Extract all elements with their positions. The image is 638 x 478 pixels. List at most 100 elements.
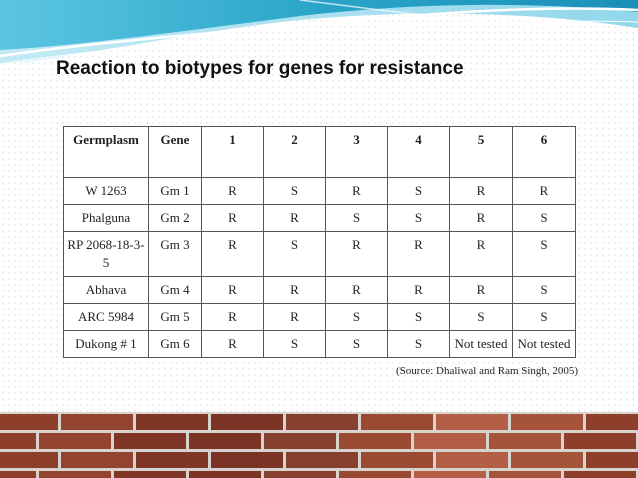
table-header-row: Germplasm Gene 1 2 3 4 5 6 [63, 126, 576, 178]
table-cell: S [512, 204, 576, 232]
brick [189, 433, 261, 449]
table-cell: R [263, 276, 326, 304]
table-row: Phalguna Gm 2 R R S S R S [63, 204, 576, 232]
brick [586, 452, 638, 468]
table-cell: Gm 2 [148, 204, 202, 232]
table-cell: R [201, 276, 264, 304]
brick [211, 414, 283, 430]
brick [0, 414, 58, 430]
table-cell: R [449, 177, 513, 205]
source-text: : Dhaliwal and Ram Singh, 2005) [430, 365, 579, 377]
brick [414, 433, 486, 449]
brick [436, 414, 508, 430]
brick [564, 433, 636, 449]
table-cell: S [263, 231, 326, 277]
brick [61, 414, 133, 430]
table-cell: Not tested [512, 330, 576, 358]
brick-wall-footer [0, 412, 638, 478]
table-cell: R [263, 204, 326, 232]
brick [286, 414, 358, 430]
table-cell: S [512, 276, 576, 304]
table-cell: RP 2068-18-3-5 [63, 231, 149, 277]
header-cell: 5 [449, 126, 513, 178]
table-cell: R [449, 276, 513, 304]
brick [0, 471, 36, 478]
table-cell: Gm 4 [148, 276, 202, 304]
table-cell: S [387, 330, 450, 358]
table-cell: Gm 1 [148, 177, 202, 205]
biotype-table: Germplasm Gene 1 2 3 4 5 6 W 1263 Gm 1 R… [63, 126, 576, 358]
table-cell: Not tested [449, 330, 513, 358]
brick [136, 452, 208, 468]
table-cell: Abhava [63, 276, 149, 304]
brick [39, 471, 111, 478]
table-cell: R [201, 231, 264, 277]
header-cell: 6 [512, 126, 576, 178]
table-cell: Phalguna [63, 204, 149, 232]
brick [339, 471, 411, 478]
brick [0, 452, 58, 468]
table-row: Dukong # 1 Gm 6 R S S S Not tested Not t… [63, 330, 576, 358]
brick [264, 471, 336, 478]
table-cell: ARC 5984 [63, 303, 149, 331]
brick [211, 452, 283, 468]
table-cell: R [387, 231, 450, 277]
table-cell: R [449, 204, 513, 232]
table-cell: S [387, 303, 450, 331]
table-cell: R [325, 276, 388, 304]
table-row: ARC 5984 Gm 5 R R S S S S [63, 303, 576, 331]
brick [114, 433, 186, 449]
source-citation: (Source: Dhaliwal and Ram Singh, 2005) [396, 365, 579, 377]
table-cell: R [201, 177, 264, 205]
brick [114, 471, 186, 478]
brick [586, 414, 638, 430]
table-cell: S [325, 204, 388, 232]
brick [339, 433, 411, 449]
table-cell: R [201, 204, 264, 232]
table-cell: R [201, 303, 264, 331]
table-cell: S [387, 177, 450, 205]
brick [0, 433, 36, 449]
source-label: Source [399, 365, 431, 377]
brick [511, 414, 583, 430]
brick [136, 414, 208, 430]
slide-title: Reaction to biotypes for genes for resis… [56, 58, 464, 79]
brick [564, 471, 636, 478]
table-cell: Gm 5 [148, 303, 202, 331]
brick [489, 433, 561, 449]
table-cell: R [512, 177, 576, 205]
brick [489, 471, 561, 478]
table-cell: R [325, 177, 388, 205]
table-cell: R [387, 276, 450, 304]
table-cell: R [449, 231, 513, 277]
brick [414, 471, 486, 478]
brick [189, 471, 261, 478]
table-cell: S [512, 303, 576, 331]
table-cell: S [449, 303, 513, 331]
table-cell: S [263, 330, 326, 358]
table-cell: S [387, 204, 450, 232]
brick [511, 452, 583, 468]
table-row: Abhava Gm 4 R R R R R S [63, 276, 576, 304]
brick [286, 452, 358, 468]
table-cell: R [325, 231, 388, 277]
brick [39, 433, 111, 449]
table-cell: R [263, 303, 326, 331]
brick [61, 452, 133, 468]
header-cell: Gene [148, 126, 202, 178]
header-swoosh [0, 0, 638, 65]
brick [361, 414, 433, 430]
brick [361, 452, 433, 468]
header-cell: 1 [201, 126, 264, 178]
table-cell: R [201, 330, 264, 358]
header-cell: 2 [263, 126, 326, 178]
table-cell: S [263, 177, 326, 205]
table-cell: S [325, 330, 388, 358]
table-cell: W 1263 [63, 177, 149, 205]
table-cell: Gm 3 [148, 231, 202, 277]
table-cell: Dukong # 1 [63, 330, 149, 358]
table-cell: S [512, 231, 576, 277]
header-cell: 4 [387, 126, 450, 178]
header-cell: 3 [325, 126, 388, 178]
header-cell: Germplasm [63, 126, 149, 178]
